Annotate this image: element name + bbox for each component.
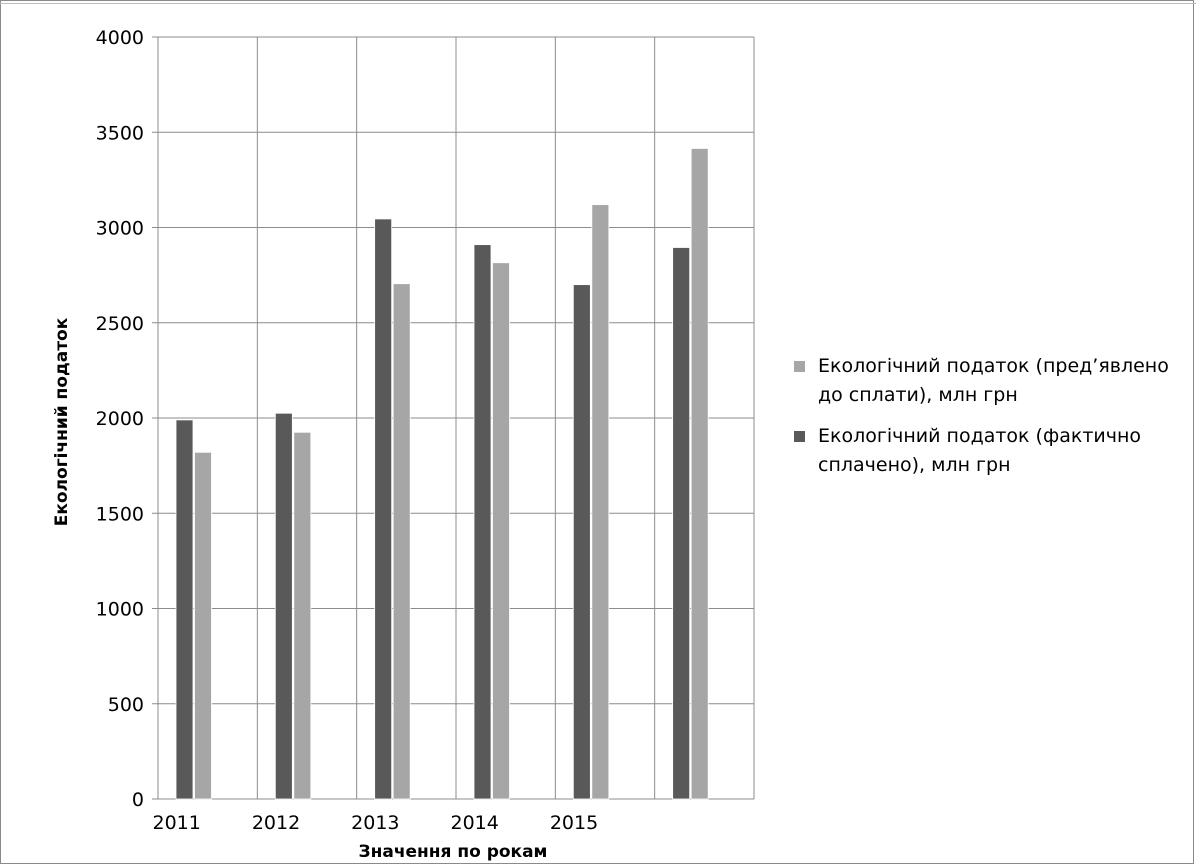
- y-tick-label: 3500: [96, 122, 144, 144]
- legend: Екологічний податок (пред’явлено до спла…: [790, 352, 1190, 492]
- legend-swatch-paid: [794, 431, 805, 442]
- y-tick-label: 500: [108, 694, 144, 716]
- y-tick-label: 4000: [96, 27, 144, 49]
- bar-series-1-4: [591, 204, 610, 800]
- gridlines: [152, 36, 755, 800]
- bar-series-0-2: [374, 218, 393, 800]
- x-tick-label: 2011: [152, 812, 200, 834]
- x-tick-label: 2013: [351, 812, 399, 834]
- bar-series-0-3: [473, 244, 492, 800]
- bar-series-1-1: [293, 431, 312, 800]
- legend-label-paid: Екологічний податок (фактично сплачено),…: [818, 425, 1142, 476]
- bar-series-0-0: [175, 419, 194, 800]
- y-tick-label: 3000: [96, 218, 144, 240]
- legend-label-presented: Екологічний податок (пред’явлено до спла…: [818, 355, 1169, 406]
- y-tick-label: 2000: [96, 408, 144, 430]
- bar-series-0-5: [672, 247, 691, 800]
- x-tick-labels: 2011 2012 2013 2014 2015: [152, 812, 598, 834]
- bar-series-1-3: [492, 262, 510, 800]
- y-tick-label: 1000: [96, 599, 144, 621]
- bar-series-1-2: [392, 283, 411, 800]
- legend-item-presented: Екологічний податок (пред’явлено до спла…: [790, 352, 1190, 410]
- y-tick-labels: 0 500 1000 1500 2000 2500 3000 3500 4000: [96, 27, 144, 811]
- bar-series-0-1: [274, 412, 293, 800]
- bar-series-0-4: [572, 284, 591, 800]
- y-tick-label: 0: [132, 789, 144, 811]
- top-border-line: [0, 3, 1196, 4]
- bar-series-1-5: [690, 148, 709, 800]
- x-tick-label: 2012: [252, 812, 300, 834]
- x-tick-label: 2015: [550, 812, 598, 834]
- x-axis-title: Значення по рокам: [359, 842, 548, 862]
- x-tick-label: 2014: [450, 812, 498, 834]
- bar-series-1-0: [194, 451, 212, 800]
- legend-item-paid: Екологічний податок (фактично сплачено),…: [790, 422, 1190, 480]
- legend-swatch-presented: [794, 361, 805, 372]
- y-axis-title: Екологічний податок: [52, 317, 72, 526]
- bars: [175, 148, 709, 800]
- y-tick-label: 2500: [96, 313, 144, 335]
- y-tick-label: 1500: [96, 503, 144, 525]
